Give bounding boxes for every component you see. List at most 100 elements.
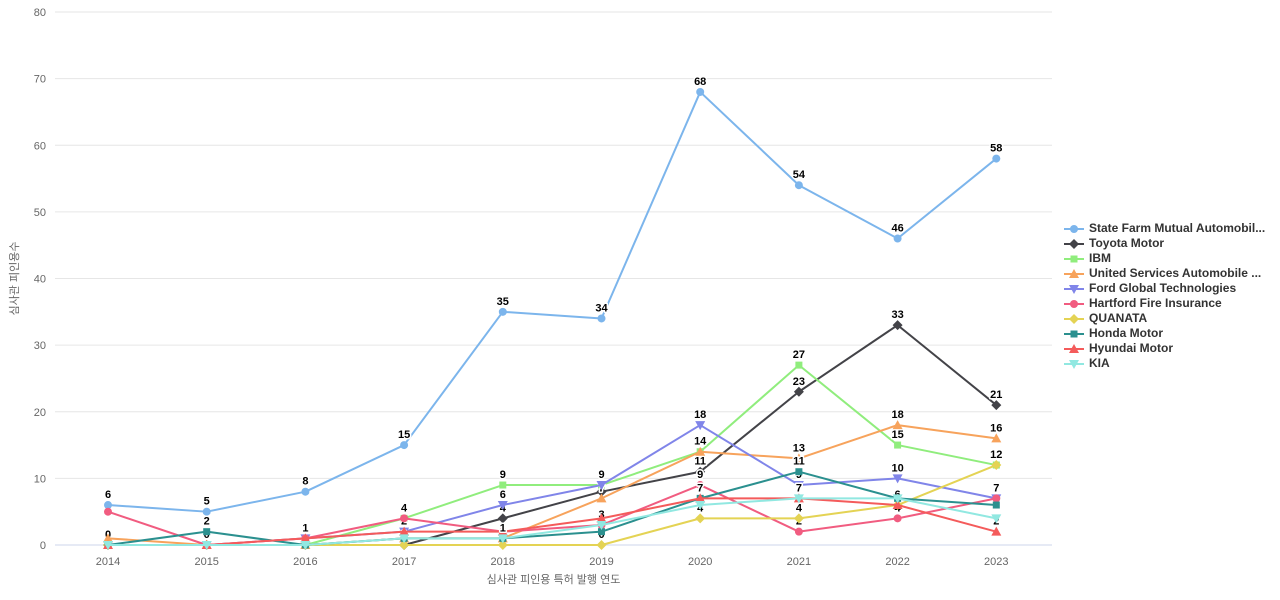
y-axis-tick-label: 0 xyxy=(40,540,46,552)
data-point-marker[interactable] xyxy=(892,494,903,504)
data-point-marker[interactable] xyxy=(793,386,804,397)
data-point-marker[interactable] xyxy=(991,526,1002,536)
data-point-marker[interactable] xyxy=(695,513,706,524)
data-point-marker[interactable] xyxy=(992,154,1001,163)
data-point-marker[interactable] xyxy=(499,481,507,489)
data-point-marker[interactable] xyxy=(894,441,902,449)
data-point-marker[interactable] xyxy=(793,513,804,524)
legend-item-toyota[interactable]: Toyota Motor xyxy=(1063,237,1265,249)
data-point-marker[interactable] xyxy=(596,481,607,491)
data-point-marker[interactable] xyxy=(497,501,508,511)
data-point-label: 5 xyxy=(204,496,210,508)
data-point-marker[interactable] xyxy=(793,494,804,504)
ford-series-marker-icon xyxy=(1063,282,1085,294)
data-point-marker[interactable] xyxy=(893,514,902,523)
data-point-marker[interactable] xyxy=(201,541,212,550)
legend-item-kia[interactable]: KIA xyxy=(1063,357,1265,369)
data-point-marker[interactable] xyxy=(991,460,1002,471)
data-point-marker[interactable] xyxy=(695,493,706,503)
data-point-marker[interactable] xyxy=(696,481,705,490)
data-point-label: 46 xyxy=(891,223,903,235)
data-point-marker[interactable] xyxy=(596,486,607,497)
data-point-marker[interactable] xyxy=(596,513,607,523)
legend-item-honda[interactable]: Honda Motor xyxy=(1063,327,1265,339)
legend-item-quanata[interactable]: QUANATA xyxy=(1063,312,1265,324)
series-line xyxy=(107,497,998,546)
legend-item-hyundai[interactable]: Hyundai Motor xyxy=(1063,342,1265,354)
data-point-marker[interactable] xyxy=(596,540,607,550)
x-axis-tick-label: 2021 xyxy=(787,556,811,568)
data-point-label: 1 xyxy=(500,522,506,534)
data-point-marker[interactable] xyxy=(794,181,803,190)
data-point-marker[interactable] xyxy=(400,441,409,450)
data-point-marker[interactable] xyxy=(695,421,706,431)
data-point-marker[interactable] xyxy=(497,534,508,544)
data-point-label: 58 xyxy=(990,143,1002,155)
data-point-marker[interactable] xyxy=(399,540,410,550)
data-point-marker[interactable] xyxy=(991,433,1002,443)
data-point-marker[interactable] xyxy=(696,87,705,96)
legend-item-united-services[interactable]: United Services Automobile ... xyxy=(1063,267,1265,279)
legend-item-hartford[interactable]: Hartford Fire Insurance xyxy=(1063,297,1265,309)
data-point-marker[interactable] xyxy=(991,514,1002,524)
data-point-marker[interactable] xyxy=(793,453,804,463)
united-services-series-marker-icon xyxy=(1063,267,1085,279)
data-point-marker[interactable] xyxy=(400,514,409,523)
data-point-marker[interactable] xyxy=(300,533,311,543)
data-point-marker[interactable] xyxy=(795,468,803,476)
data-point-marker[interactable] xyxy=(695,501,706,511)
data-point-marker[interactable] xyxy=(399,526,410,536)
data-point-marker[interactable] xyxy=(497,513,508,524)
data-point-marker[interactable] xyxy=(892,420,903,430)
data-point-label: 9 xyxy=(697,469,703,481)
data-point-marker[interactable] xyxy=(202,507,211,516)
data-point-label: 4 xyxy=(796,502,803,514)
data-point-label: 13 xyxy=(793,442,805,454)
data-point-marker[interactable] xyxy=(103,533,113,543)
data-point-label: 27 xyxy=(793,349,805,361)
series-line xyxy=(107,324,998,546)
legend-item-ford[interactable]: Ford Global Technologies xyxy=(1063,282,1265,294)
legend-item-state-farm[interactable]: State Farm Mutual Automobil... xyxy=(1063,222,1265,234)
data-point-label: 10 xyxy=(891,462,903,474)
data-point-marker[interactable] xyxy=(497,540,508,550)
data-point-marker[interactable] xyxy=(892,474,903,484)
y-axis-tick-label: 80 xyxy=(34,7,46,19)
data-point-label: 21 xyxy=(990,389,1002,401)
state-farm-series-marker-icon xyxy=(1063,222,1085,234)
data-point-label: 15 xyxy=(398,429,410,441)
x-axis-tick-label: 2016 xyxy=(293,556,317,568)
data-point-marker[interactable] xyxy=(596,521,607,531)
legend-label: Honda Motor xyxy=(1089,326,1163,340)
data-point-marker[interactable] xyxy=(695,446,706,456)
data-point-marker[interactable] xyxy=(498,307,507,316)
kia-series-marker-icon xyxy=(1063,357,1085,369)
data-point-marker[interactable] xyxy=(103,541,113,550)
data-point-marker[interactable] xyxy=(991,400,1002,411)
data-point-marker[interactable] xyxy=(695,466,706,477)
data-point-marker[interactable] xyxy=(992,494,1001,503)
y-axis-tick-label: 70 xyxy=(34,74,46,86)
data-point-marker[interactable] xyxy=(203,528,211,536)
data-point-marker[interactable] xyxy=(300,541,311,550)
data-point-marker[interactable] xyxy=(992,501,1000,509)
data-point-marker[interactable] xyxy=(892,500,903,510)
data-point-marker[interactable] xyxy=(795,361,803,369)
data-point-marker[interactable] xyxy=(104,507,112,516)
data-point-marker[interactable] xyxy=(892,320,903,331)
data-point-label: 6 xyxy=(105,489,111,501)
data-point-marker[interactable] xyxy=(497,526,508,536)
data-point-marker[interactable] xyxy=(597,314,606,323)
legend-item-ibm[interactable]: IBM xyxy=(1063,252,1265,264)
data-point-marker[interactable] xyxy=(596,493,607,503)
data-point-label: 7 xyxy=(993,482,999,494)
data-point-marker[interactable] xyxy=(793,481,804,491)
y-axis-tick-label: 40 xyxy=(34,274,46,286)
data-point-marker[interactable] xyxy=(794,527,803,536)
data-point-marker[interactable] xyxy=(301,487,310,496)
legend-label: QUANATA xyxy=(1089,311,1148,325)
data-point-marker[interactable] xyxy=(893,234,902,243)
data-point-marker[interactable] xyxy=(399,534,410,544)
data-point-marker[interactable] xyxy=(598,528,605,536)
data-point-marker[interactable] xyxy=(104,501,112,510)
